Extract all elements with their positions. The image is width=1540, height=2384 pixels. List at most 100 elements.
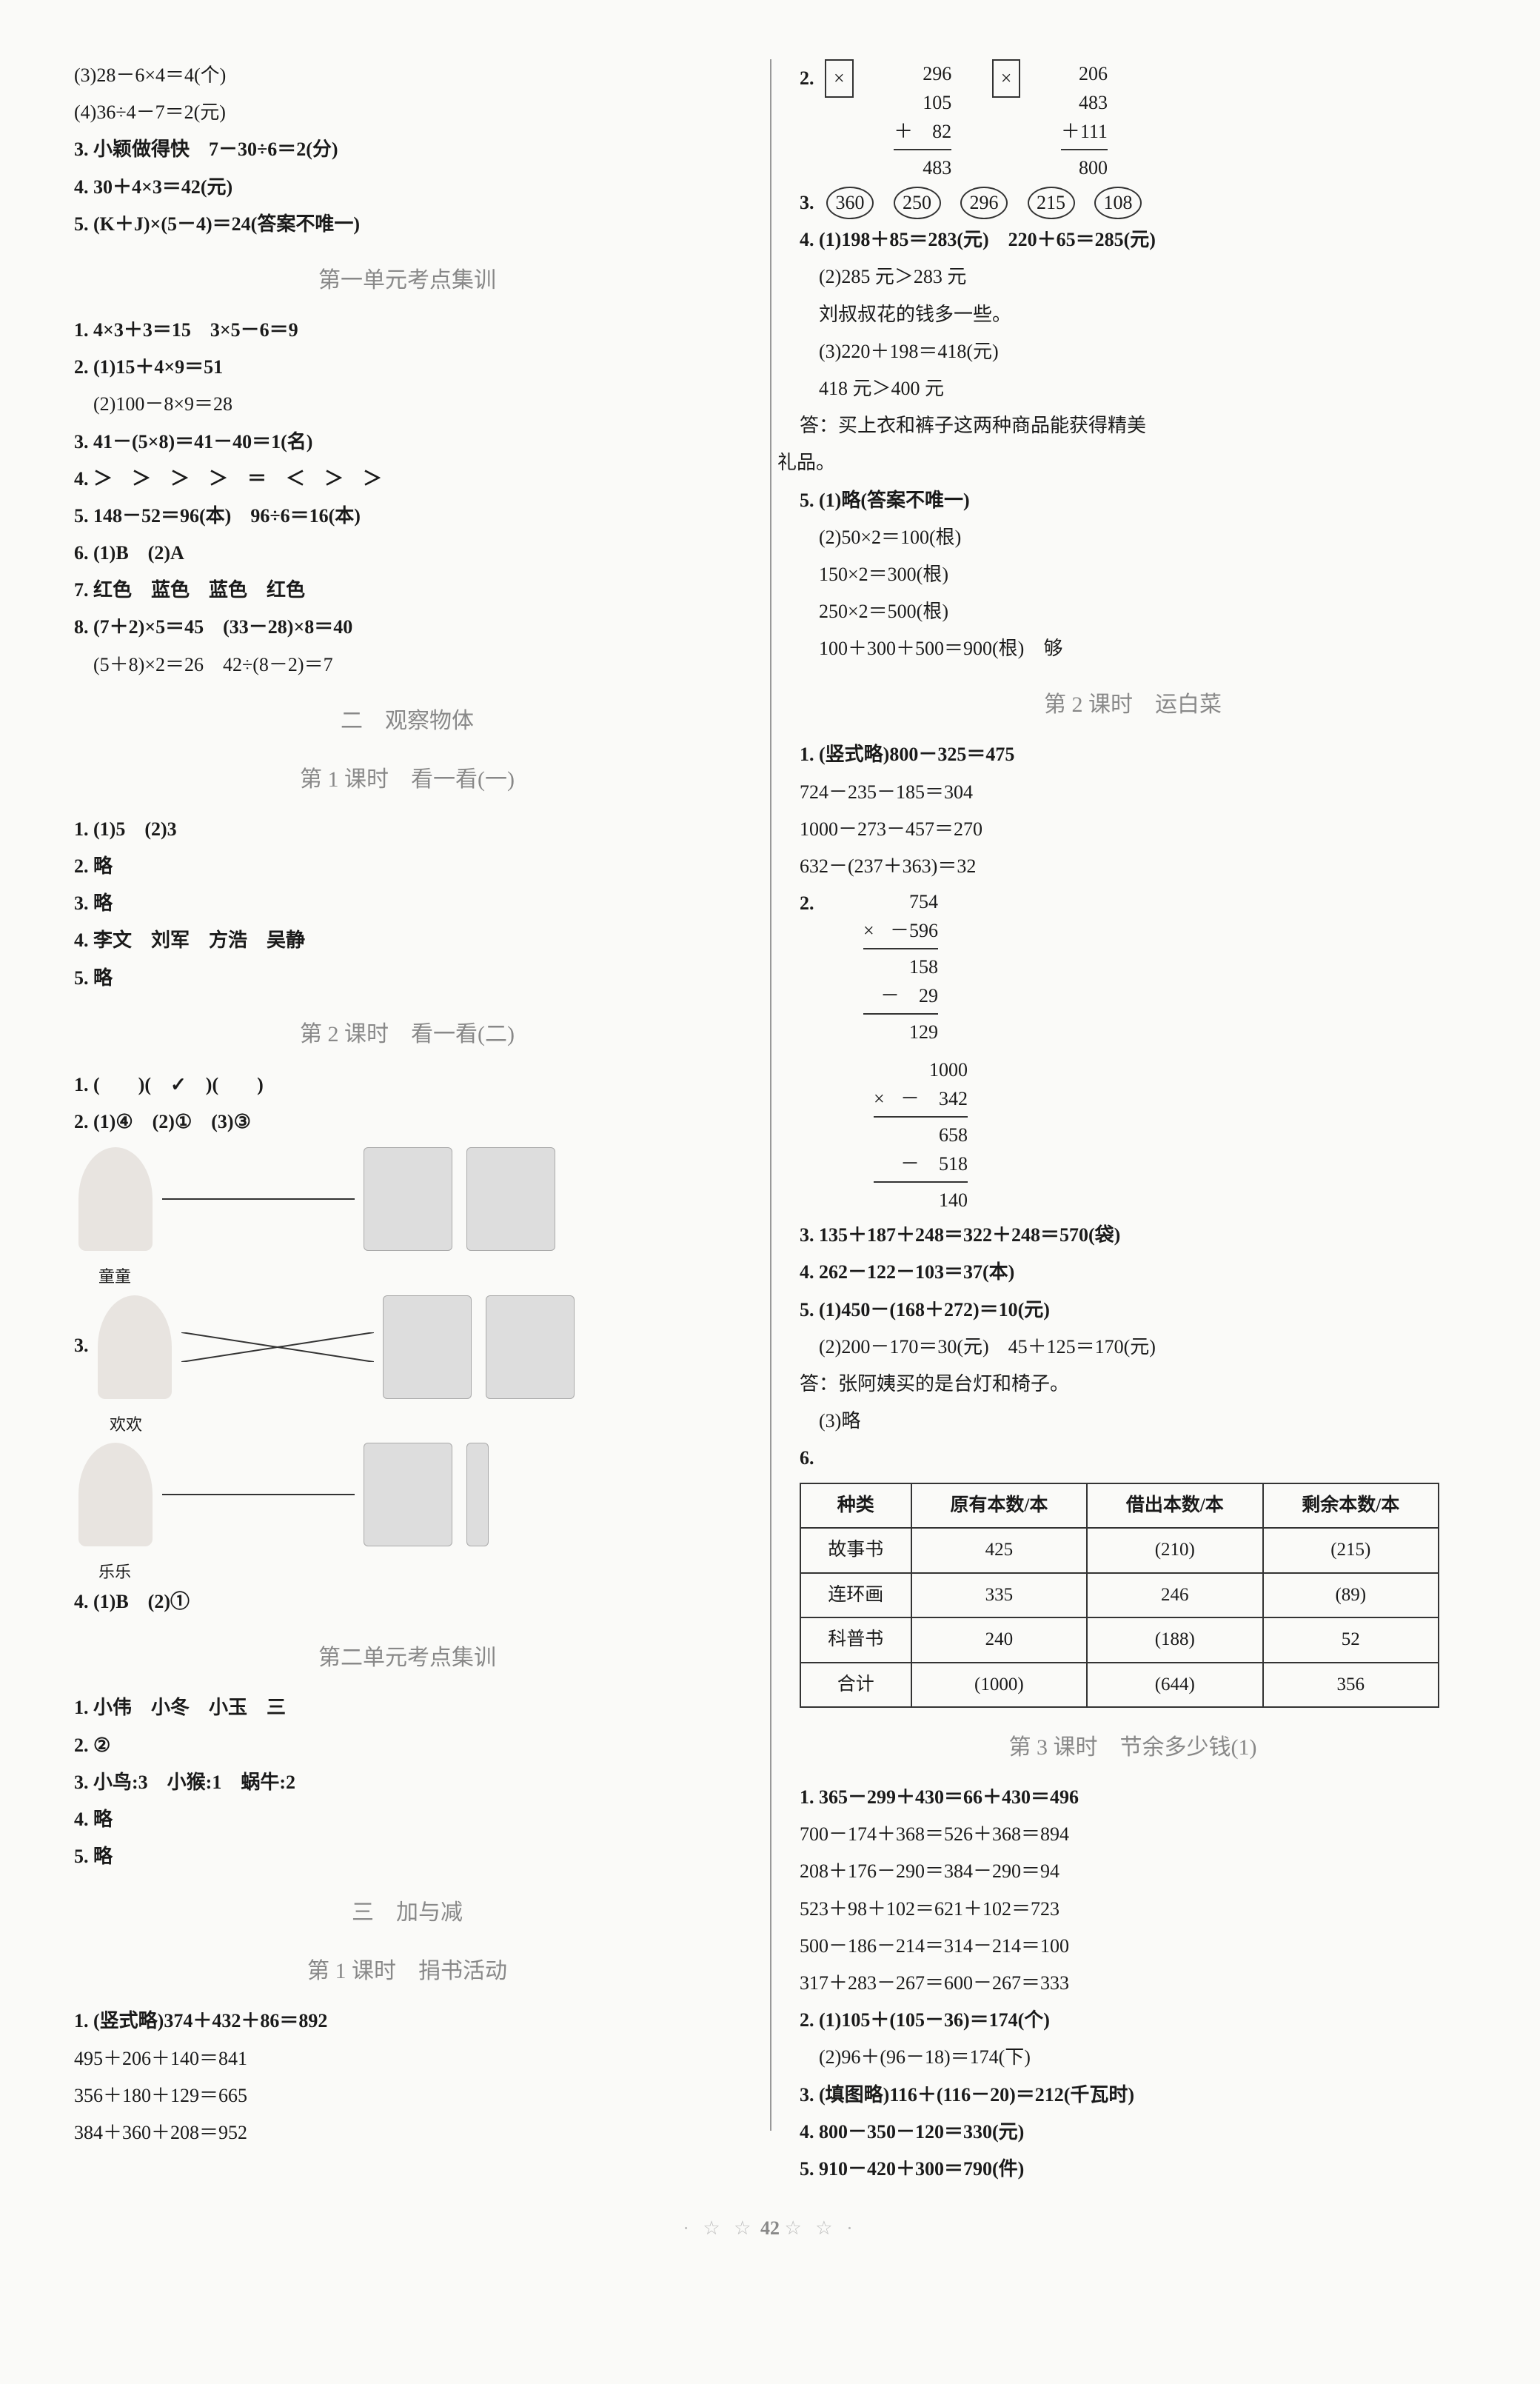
text-line: 5. 略 [74, 1840, 740, 1873]
appliance-icon [364, 1443, 452, 1546]
appliance-icon [486, 1295, 575, 1399]
text-line: 3. (填图略)116＋(116－20)＝212(千瓦时) [800, 2079, 1466, 2111]
text-line: 6. [800, 1442, 1466, 1475]
q2-label: 2. [800, 67, 814, 89]
circled-number: 215 [1028, 187, 1075, 219]
table-cell: (644) [1087, 1663, 1262, 1708]
text-line: 250×2＝500(根) [800, 595, 1466, 628]
left-column: (3)28－6×4＝4(个) (4)36÷4－7＝2(元) 3. 小颖做得快 7… [44, 59, 770, 2190]
lesson3-heading: 第 3 课时 节余多少钱(1) [800, 1729, 1466, 1766]
table-cell: 52 [1263, 1617, 1439, 1663]
appliance-icon [383, 1295, 472, 1399]
table-cell: 335 [911, 1573, 1087, 1618]
calc-line: 129 [863, 1018, 938, 1046]
text-line: 724－235－185＝304 [800, 776, 1466, 809]
person-label: 乐乐 [74, 1558, 155, 1586]
calc-line: － 29 [863, 981, 938, 1010]
person-icon [78, 1443, 153, 1546]
q2-row: 2. × 296 105 ＋ 82 483 × 206 483 ＋111 800 [800, 59, 1466, 182]
circled-number: 296 [960, 187, 1008, 219]
page-footer: · ☆ ☆ 42 ☆ ☆ · [44, 2212, 1496, 2245]
text-line: 答：张阿姨买的是台灯和椅子。 [800, 1368, 1466, 1400]
text-line: 7. 红色 蓝色 蓝色 红色 [74, 574, 740, 607]
calc-line: 754 [863, 887, 938, 916]
text-line: 632－(237＋363)＝32 [800, 850, 1466, 883]
text-line: 356＋180＋129＝665 [74, 2080, 740, 2112]
calc-line: 483 [1061, 88, 1108, 117]
lesson2-heading: 第 2 课时 看一看(二) [74, 1015, 740, 1053]
section2-heading: 二 观察物体 [74, 702, 740, 740]
calc-line: ＋111 [1061, 117, 1108, 146]
table-cell: (210) [1087, 1528, 1262, 1573]
unit2-heading: 第二单元考点集训 [74, 1639, 740, 1677]
text-line: 1. 4×3＋3＝15 3×5－6＝9 [74, 314, 740, 347]
text-line: 4. (1)198＋85＝283(元) 220＋65＝285(元) [800, 224, 1466, 256]
q3-row: 3. 360 250 296 215 108 [800, 187, 1466, 219]
circled-number: 360 [826, 187, 874, 219]
vertical-calc: 1000 ×－ 342 658 － 518 140 [874, 1055, 968, 1215]
text-line: 1. 小伟 小冬 小玉 三 [74, 1692, 740, 1724]
table-header: 原有本数/本 [911, 1483, 1087, 1529]
rule-line [1061, 149, 1108, 150]
page-number: 42 [760, 2217, 780, 2239]
text-line: 4. 李文 刘军 方浩 吴静 [74, 924, 740, 957]
rule-line [894, 149, 951, 150]
unit1-heading: 第一单元考点集训 [74, 261, 740, 299]
calc-line: 206 [1061, 59, 1108, 88]
calc-line: 140 [874, 1186, 968, 1215]
text-line: (4)36÷4－7＝2(元) [74, 96, 740, 129]
text-line: 5. (K＋J)×(5－4)＝24(答案不唯一) [74, 208, 740, 241]
table-cell: 246 [1087, 1573, 1262, 1618]
table-cell: 356 [1263, 1663, 1439, 1708]
table-header: 剩余本数/本 [1263, 1483, 1439, 1529]
text-line: 3. 略 [74, 887, 740, 920]
table-cell: (1000) [911, 1663, 1087, 1708]
checkmark-icon: ✓ [170, 1073, 187, 1095]
q1-label: 1. [74, 1074, 93, 1095]
text-line: 4. ＞ ＞ ＞ ＞ ＝ ＜ ＞ ＞ [74, 463, 740, 495]
right-column: 2. × 296 105 ＋ 82 483 × 206 483 ＋111 800… [770, 59, 1496, 2190]
text-line: 100＋300＋500＝900(根) 够 [800, 632, 1466, 665]
line-icon [162, 1480, 355, 1509]
appliance-icon [466, 1443, 489, 1546]
q3-label: 3. [74, 1334, 93, 1355]
text-line: (3)220＋198＝418(元) [800, 335, 1466, 368]
appliance-icon [364, 1147, 452, 1251]
text-line: 5. 910－420＋300＝790(件) [800, 2153, 1466, 2186]
q2-label: 2. [800, 892, 814, 914]
text-line: (2)96＋(96－18)＝174(下) [800, 2041, 1466, 2074]
text-line: 3. 41－(5×8)＝41－40＝1(名) [74, 426, 740, 458]
text-line: 3. 小颖做得快 7－30÷6＝2(分) [74, 133, 740, 166]
q3-label: 3. [800, 192, 814, 213]
calc-line: 105 [894, 88, 951, 117]
text-line: 答：买上衣和裤子这两种商品能获得精美 [800, 410, 1466, 442]
rule-line [874, 1116, 968, 1118]
table-cell: 240 [911, 1617, 1087, 1663]
table-cell: 连环画 [800, 1573, 911, 1618]
table-cell: (188) [1087, 1617, 1262, 1663]
table-row: 连环画 335 246 (89) [800, 1573, 1439, 1618]
calc-line: ×－596 [863, 916, 938, 945]
text-line: 4. 262－122－103＝37(本) [800, 1256, 1466, 1289]
q2-vcalc-row: 2. 754 ×－596 158 － 29 129 [800, 887, 1466, 1046]
text-line: 刘叔叔花的钱多一些。 [800, 298, 1466, 331]
lesson1-heading: 第 1 课时 捐书活动 [74, 1952, 740, 1990]
text-line: 6. (1)B (2)A [74, 537, 740, 570]
text-line: 5. (1)略(答案不唯一) [800, 484, 1466, 517]
text-line: 384＋360＋208＝952 [74, 2117, 740, 2149]
vertical-calc: 296 105 ＋ 82 483 [894, 59, 951, 182]
text-line: 礼品。 [777, 447, 1466, 479]
book-table: 种类 原有本数/本 借出本数/本 剩余本数/本 故事书 425 (210) (2… [800, 1483, 1439, 1709]
calc-line: － 518 [874, 1149, 968, 1178]
section3-heading: 三 加与减 [74, 1894, 740, 1931]
text-line: 500－186－214＝314－214＝100 [800, 1930, 1466, 1963]
person-icon [78, 1147, 153, 1251]
text-line: 1. 365－299＋430＝66＋430＝496 [800, 1781, 1466, 1814]
text-line: (2)285 元＞283 元 [800, 261, 1466, 293]
text-line: 523＋98＋102＝621＋102＝723 [800, 1893, 1466, 1926]
text-line: 2. 略 [74, 850, 740, 883]
rule-line [863, 948, 938, 949]
table-header: 借出本数/本 [1087, 1483, 1262, 1529]
text-line: 317＋283－267＝600－267＝333 [800, 1967, 1466, 2000]
x-sym: × [874, 1084, 900, 1113]
